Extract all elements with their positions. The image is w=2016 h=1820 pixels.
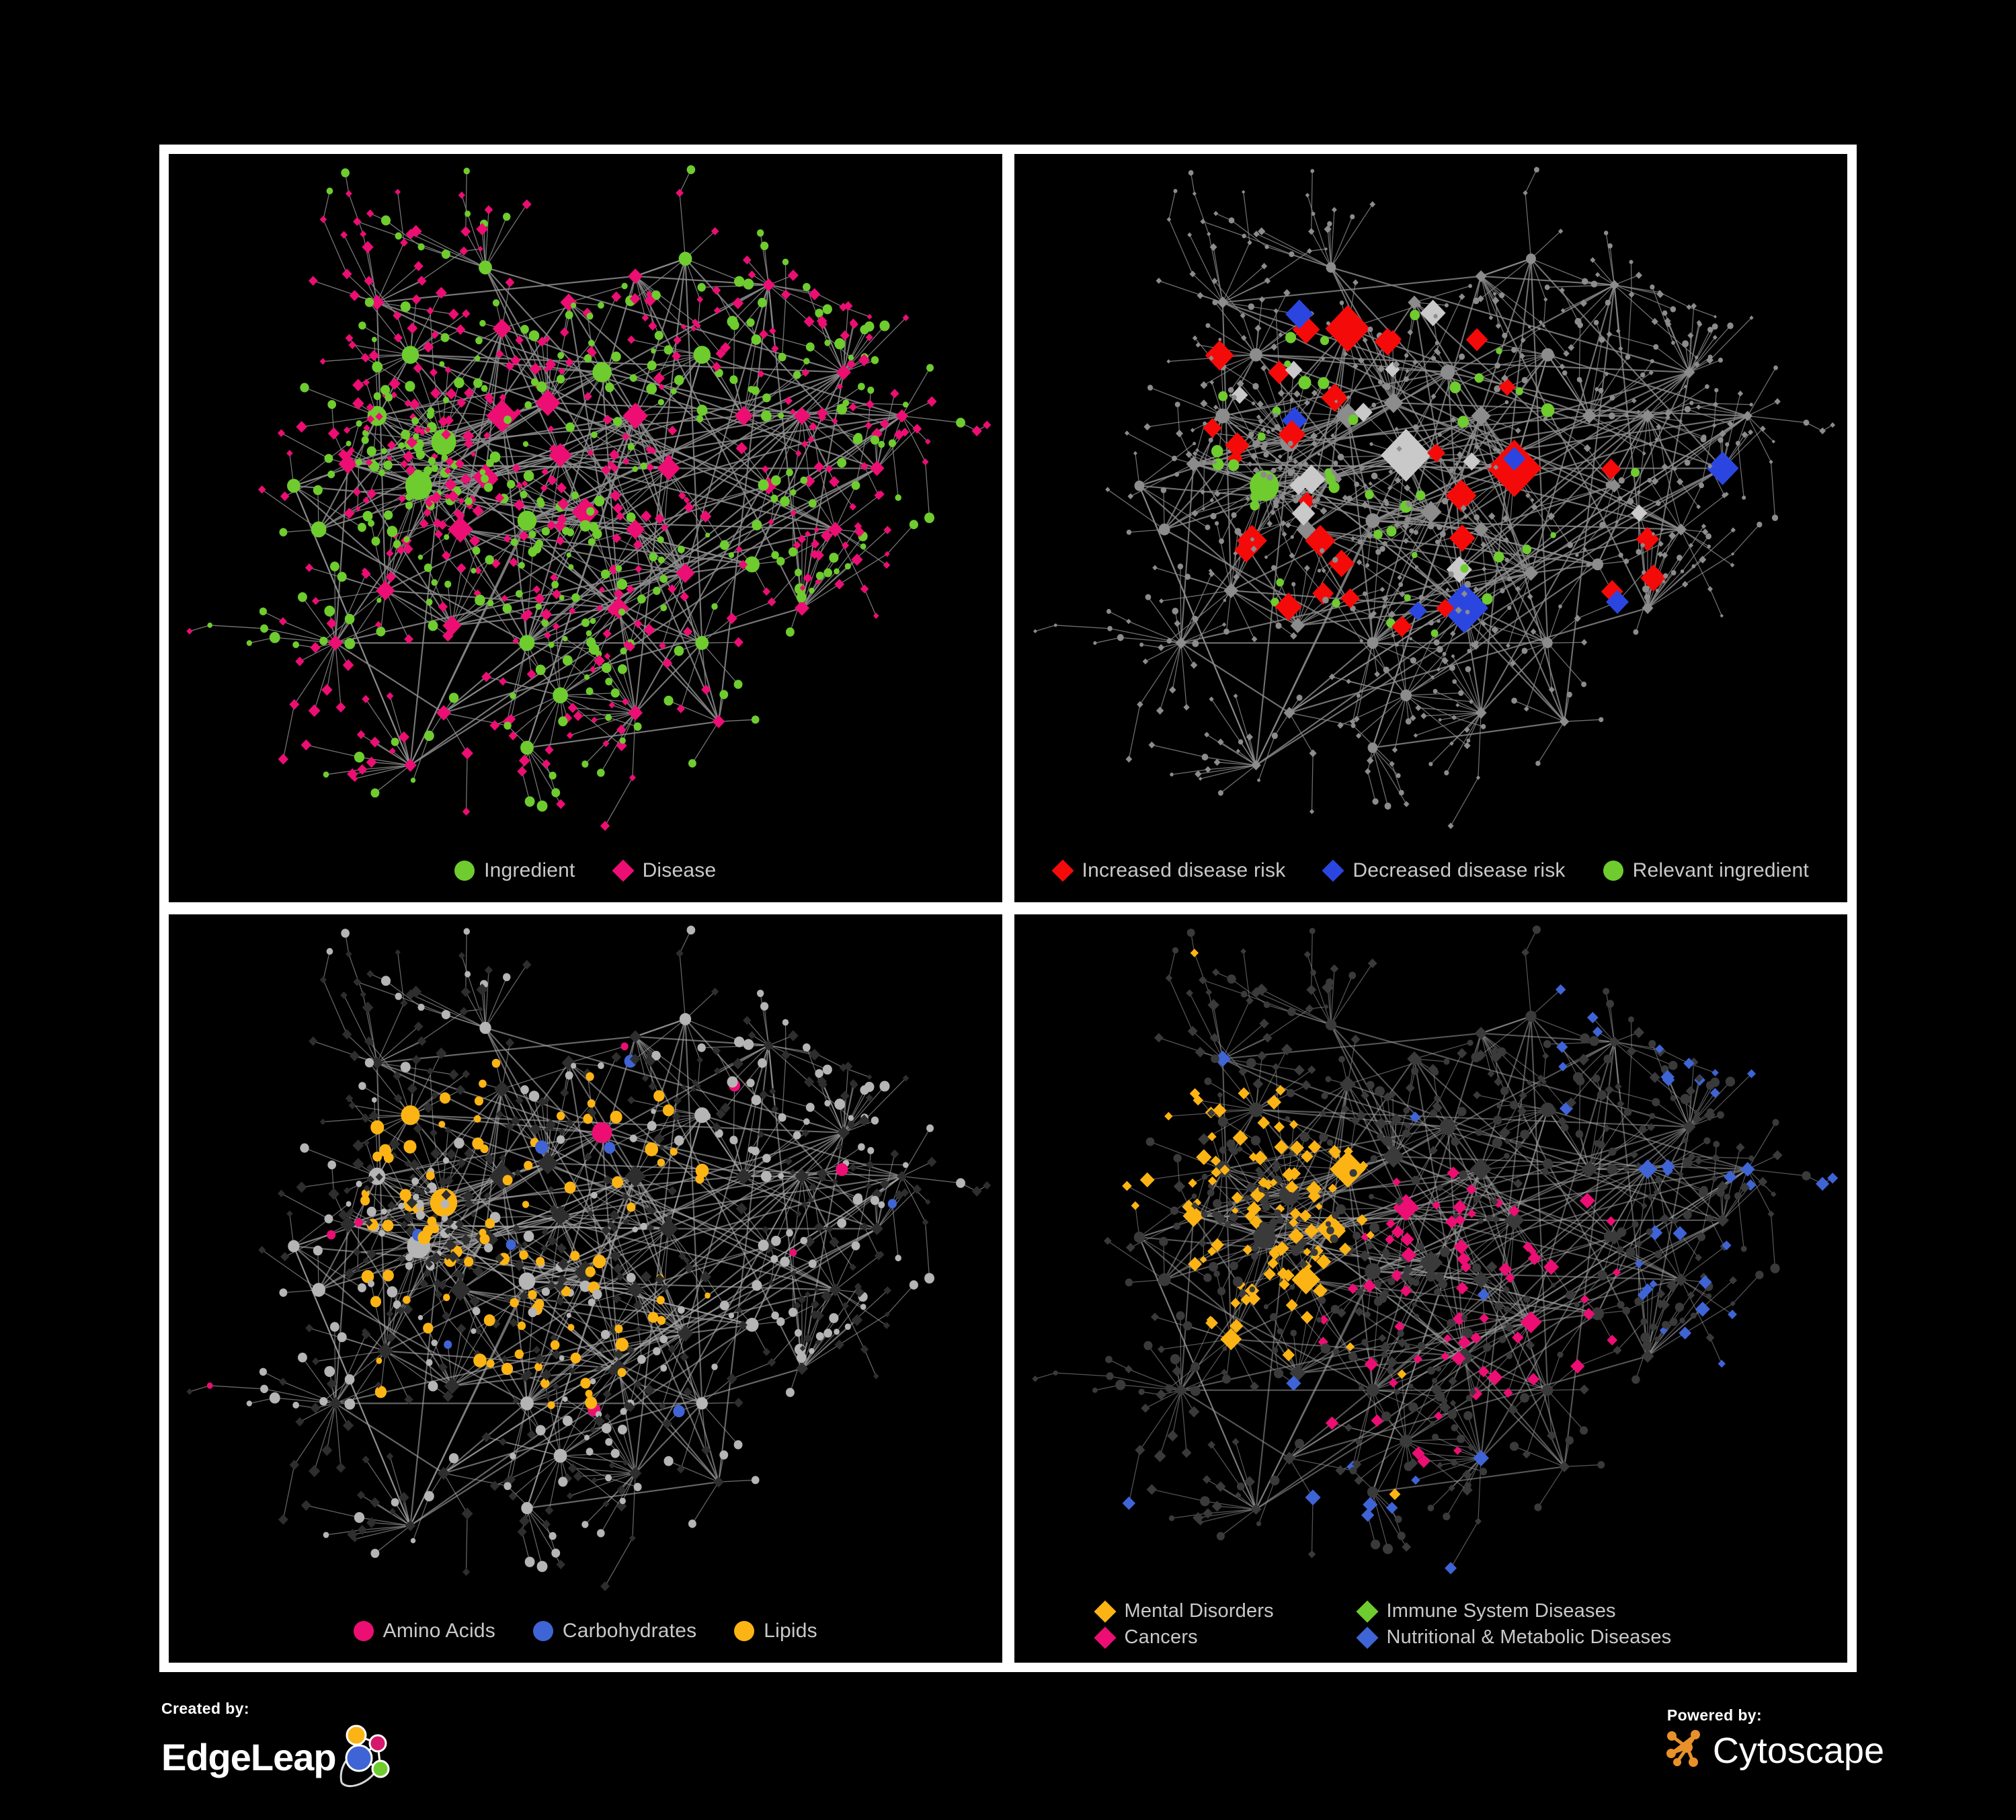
powered-by-kicker: Powered by:	[1666, 1706, 1763, 1724]
network-canvas-a	[169, 154, 1002, 853]
cytoscape-wordmark: Cytoscape	[1712, 1730, 1884, 1771]
carbohydrates-circle-icon	[532, 1621, 553, 1641]
legend-label: Amino Acids	[382, 1620, 495, 1642]
legend-label: Immune System Diseases	[1386, 1600, 1616, 1622]
immune-system-diseases-diamond-icon	[1355, 1599, 1379, 1623]
panel-grid: Ingredient Disease Increased disease ris…	[159, 145, 1857, 1672]
cytoscape-network-mark-icon	[1664, 1727, 1707, 1774]
legend-panel-b: Increased disease risk Decreased disease…	[1014, 853, 1848, 902]
legend-item-lipids[interactable]: Lipids	[734, 1620, 817, 1643]
legend-label: Mental Disorders	[1124, 1600, 1274, 1622]
lipids-circle-icon	[734, 1621, 755, 1641]
created-by-kicker: Created by:	[161, 1700, 249, 1717]
powered-by-cytoscape: Powered by:	[1664, 1706, 1884, 1774]
legend-item-mental-disorders[interactable]: Mental Disorders	[1093, 1599, 1357, 1623]
edgeleap-wordmark: EdgeLeap	[161, 1735, 337, 1778]
panel-ingredient-disease: Ingredient Disease	[169, 154, 1002, 902]
panel-ingredient-class: Amino Acids Carbohydrates Lipids	[169, 914, 1002, 1663]
network-canvas-d	[1014, 914, 1848, 1594]
legend-label: Lipids	[764, 1620, 817, 1642]
legend-label: Ingredient	[484, 859, 575, 881]
cytoscape-logo: Cytoscape	[1664, 1727, 1884, 1774]
legend-panel-c: Amino Acids Carbohydrates Lipids	[169, 1613, 1002, 1663]
legend-panel-d: Mental Disorders Immune System Diseases …	[1014, 1594, 1848, 1663]
legend-item-cancers[interactable]: Cancers	[1093, 1626, 1357, 1649]
legend-panel-a: Ingredient Disease	[169, 853, 1002, 902]
legend-item-immune-system-diseases[interactable]: Immune System Diseases	[1355, 1599, 1619, 1623]
relevant-ingredient-circle-icon	[1603, 861, 1623, 881]
legend-label: Relevant ingredient	[1632, 859, 1809, 881]
amino-acids-circle-icon	[353, 1621, 374, 1641]
legend-item-carbohydrates[interactable]: Carbohydrates	[532, 1620, 697, 1643]
legend-item-ingredient[interactable]: Ingredient	[454, 859, 575, 882]
legend-item-disease[interactable]: Disease	[612, 859, 717, 882]
legend-label: Carbohydrates	[562, 1620, 697, 1642]
network-canvas-b	[1014, 154, 1848, 853]
legend-label: Nutritional & Metabolic Diseases	[1386, 1626, 1672, 1648]
disease-diamond-icon	[612, 859, 635, 882]
panel-disease-category: Mental Disorders Immune System Diseases …	[1014, 914, 1848, 1663]
legend-label: Cancers	[1124, 1626, 1198, 1648]
panel-disease-risk: Increased disease risk Decreased disease…	[1014, 154, 1848, 902]
legend-label: Disease	[642, 859, 717, 881]
legend-item-decreased-risk[interactable]: Decreased disease risk	[1322, 859, 1566, 882]
edgeleap-network-mark-icon	[336, 1720, 401, 1794]
decreased-risk-diamond-icon	[1322, 859, 1344, 882]
legend-label: Decreased disease risk	[1353, 859, 1566, 881]
cancers-diamond-icon	[1093, 1626, 1117, 1649]
edgeleap-logo: EdgeLeap	[161, 1720, 401, 1794]
created-by-edgeleap: Created by: EdgeLeap	[161, 1700, 401, 1794]
legend-item-relevant-ingredient[interactable]: Relevant ingredient	[1603, 859, 1809, 882]
nutritional-metabolic-diamond-icon	[1355, 1626, 1379, 1649]
network-canvas-c	[169, 914, 1002, 1613]
legend-label: Increased disease risk	[1082, 859, 1286, 881]
legend-item-increased-risk[interactable]: Increased disease risk	[1051, 859, 1286, 882]
ingredient-circle-icon	[454, 861, 475, 881]
increased-risk-diamond-icon	[1051, 859, 1074, 882]
legend-item-amino-acids[interactable]: Amino Acids	[353, 1620, 495, 1643]
legend-item-nutritional-metabolic-diseases[interactable]: Nutritional & Metabolic Diseases	[1355, 1626, 1671, 1649]
mental-disorders-diamond-icon	[1093, 1599, 1117, 1623]
